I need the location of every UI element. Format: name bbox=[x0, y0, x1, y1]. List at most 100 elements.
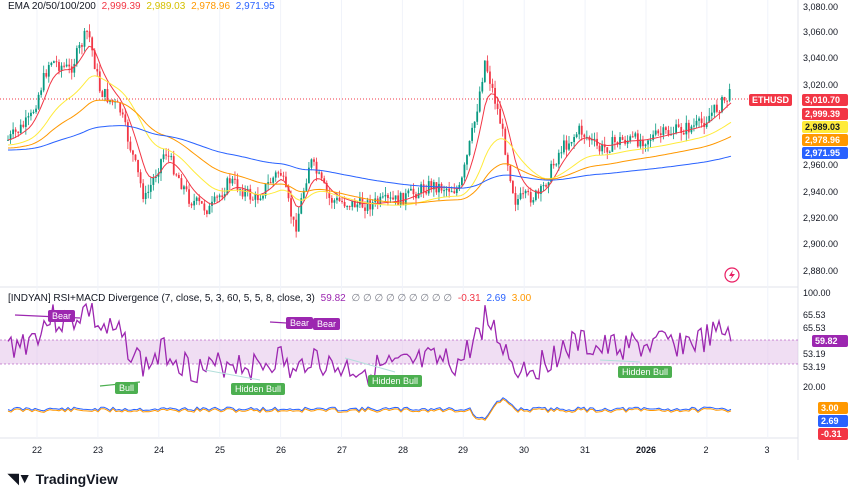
candle-body bbox=[32, 111, 35, 113]
candle-body bbox=[443, 190, 445, 192]
candle-body bbox=[560, 152, 563, 154]
candle-body bbox=[356, 204, 359, 208]
candle-body bbox=[279, 173, 282, 176]
indicator-legend: [INDYAN] RSI+MACD Divergence (7, close, … bbox=[8, 293, 534, 304]
candle-body bbox=[402, 192, 405, 206]
candle-body bbox=[91, 37, 94, 51]
candle-body bbox=[563, 140, 565, 153]
candle-body bbox=[170, 156, 173, 158]
candle-body bbox=[621, 137, 624, 140]
candle-body bbox=[290, 198, 292, 217]
tradingview-brand: ◥▼ TradingView bbox=[8, 470, 118, 487]
candle-body bbox=[22, 124, 25, 127]
candle-body bbox=[336, 197, 338, 201]
candle-body bbox=[649, 139, 652, 141]
rsi-value-tag: 59.82 bbox=[812, 335, 848, 347]
candle-body bbox=[381, 196, 384, 198]
candle-body bbox=[58, 61, 60, 71]
bear-signal: Bear bbox=[313, 318, 341, 330]
candle-body bbox=[139, 172, 142, 184]
candle-body bbox=[652, 134, 655, 140]
candle-body bbox=[132, 150, 134, 155]
candle-body bbox=[552, 163, 555, 166]
candle-body bbox=[371, 202, 374, 210]
ema100-tag: 2,978.96 bbox=[802, 134, 848, 146]
candle-body bbox=[468, 140, 471, 156]
divergence-line bbox=[344, 357, 396, 373]
candle-body bbox=[407, 190, 410, 194]
time-axis-label: 29 bbox=[457, 445, 469, 455]
candle-body bbox=[412, 188, 415, 195]
candle-body bbox=[134, 154, 137, 160]
candle-body bbox=[629, 136, 632, 141]
candle-body bbox=[70, 66, 73, 73]
candle-body bbox=[547, 182, 550, 187]
divergence-line bbox=[599, 359, 641, 363]
last-price-tag: 3,010.70 bbox=[802, 94, 848, 106]
candle-body bbox=[160, 159, 162, 174]
candle-body bbox=[644, 144, 647, 147]
rsi-axis-label: 53.19 bbox=[803, 349, 826, 359]
candle-body bbox=[718, 111, 721, 113]
candle-body bbox=[338, 197, 341, 202]
candle-body bbox=[188, 189, 190, 204]
candle-body bbox=[162, 154, 165, 160]
candle-body bbox=[422, 184, 425, 192]
candle-body bbox=[231, 178, 234, 184]
candle-body bbox=[619, 137, 621, 145]
candle-body bbox=[568, 143, 570, 150]
candle-body bbox=[713, 104, 716, 113]
candle-body bbox=[524, 190, 527, 194]
candle-body bbox=[157, 173, 160, 177]
candle-body bbox=[351, 200, 354, 207]
candle-body bbox=[305, 183, 308, 191]
candle-body bbox=[693, 125, 695, 127]
candle-body bbox=[555, 164, 558, 166]
price-axis-label: 2,920.00 bbox=[803, 213, 839, 223]
candle-body bbox=[35, 108, 37, 112]
rsi-band bbox=[0, 340, 798, 364]
candle-body bbox=[297, 213, 300, 232]
ema200-line bbox=[8, 125, 732, 189]
candle-body bbox=[246, 188, 249, 190]
candle-body bbox=[705, 122, 708, 127]
candle-body bbox=[104, 89, 106, 97]
candle-body bbox=[277, 172, 280, 174]
ema100-value: 2,978.96 bbox=[191, 1, 231, 12]
macd-tag: 2.69 bbox=[818, 415, 848, 427]
candle-body bbox=[175, 174, 178, 176]
candle-body bbox=[716, 104, 718, 112]
tradingview-logo-icon: ◥▼ bbox=[8, 470, 32, 486]
macd-line bbox=[7, 397, 732, 420]
flash-icon-bolt bbox=[729, 270, 735, 280]
price-axis-label: 2,880.00 bbox=[803, 266, 839, 276]
candle-body bbox=[96, 69, 99, 72]
candle-body bbox=[101, 91, 104, 97]
candle-body bbox=[389, 197, 392, 199]
candle-body bbox=[249, 188, 252, 200]
price-axis-label: 2,960.00 bbox=[803, 160, 839, 170]
candle-body bbox=[30, 112, 32, 117]
ema200-tag: 2,971.95 bbox=[802, 147, 848, 159]
candle-body bbox=[190, 203, 193, 206]
candle-body bbox=[325, 182, 328, 193]
candle-body bbox=[379, 196, 382, 205]
time-axis-label: 28 bbox=[397, 445, 409, 455]
candle-body bbox=[45, 73, 48, 77]
rsi-axis-label: 65.53 bbox=[803, 310, 826, 320]
candle-body bbox=[491, 83, 494, 88]
candle-body bbox=[12, 129, 14, 135]
candle-body bbox=[376, 198, 379, 205]
time-axis-label: 23 bbox=[92, 445, 104, 455]
candle-body bbox=[458, 184, 461, 190]
candle-body bbox=[55, 61, 58, 63]
candle-body bbox=[478, 91, 481, 112]
candle-body bbox=[662, 127, 665, 135]
candle-body bbox=[343, 201, 346, 207]
candle-body bbox=[333, 200, 336, 203]
candle-body bbox=[218, 195, 221, 198]
candle-body bbox=[509, 165, 512, 182]
candle-body bbox=[545, 185, 547, 187]
candle-body bbox=[7, 139, 9, 141]
